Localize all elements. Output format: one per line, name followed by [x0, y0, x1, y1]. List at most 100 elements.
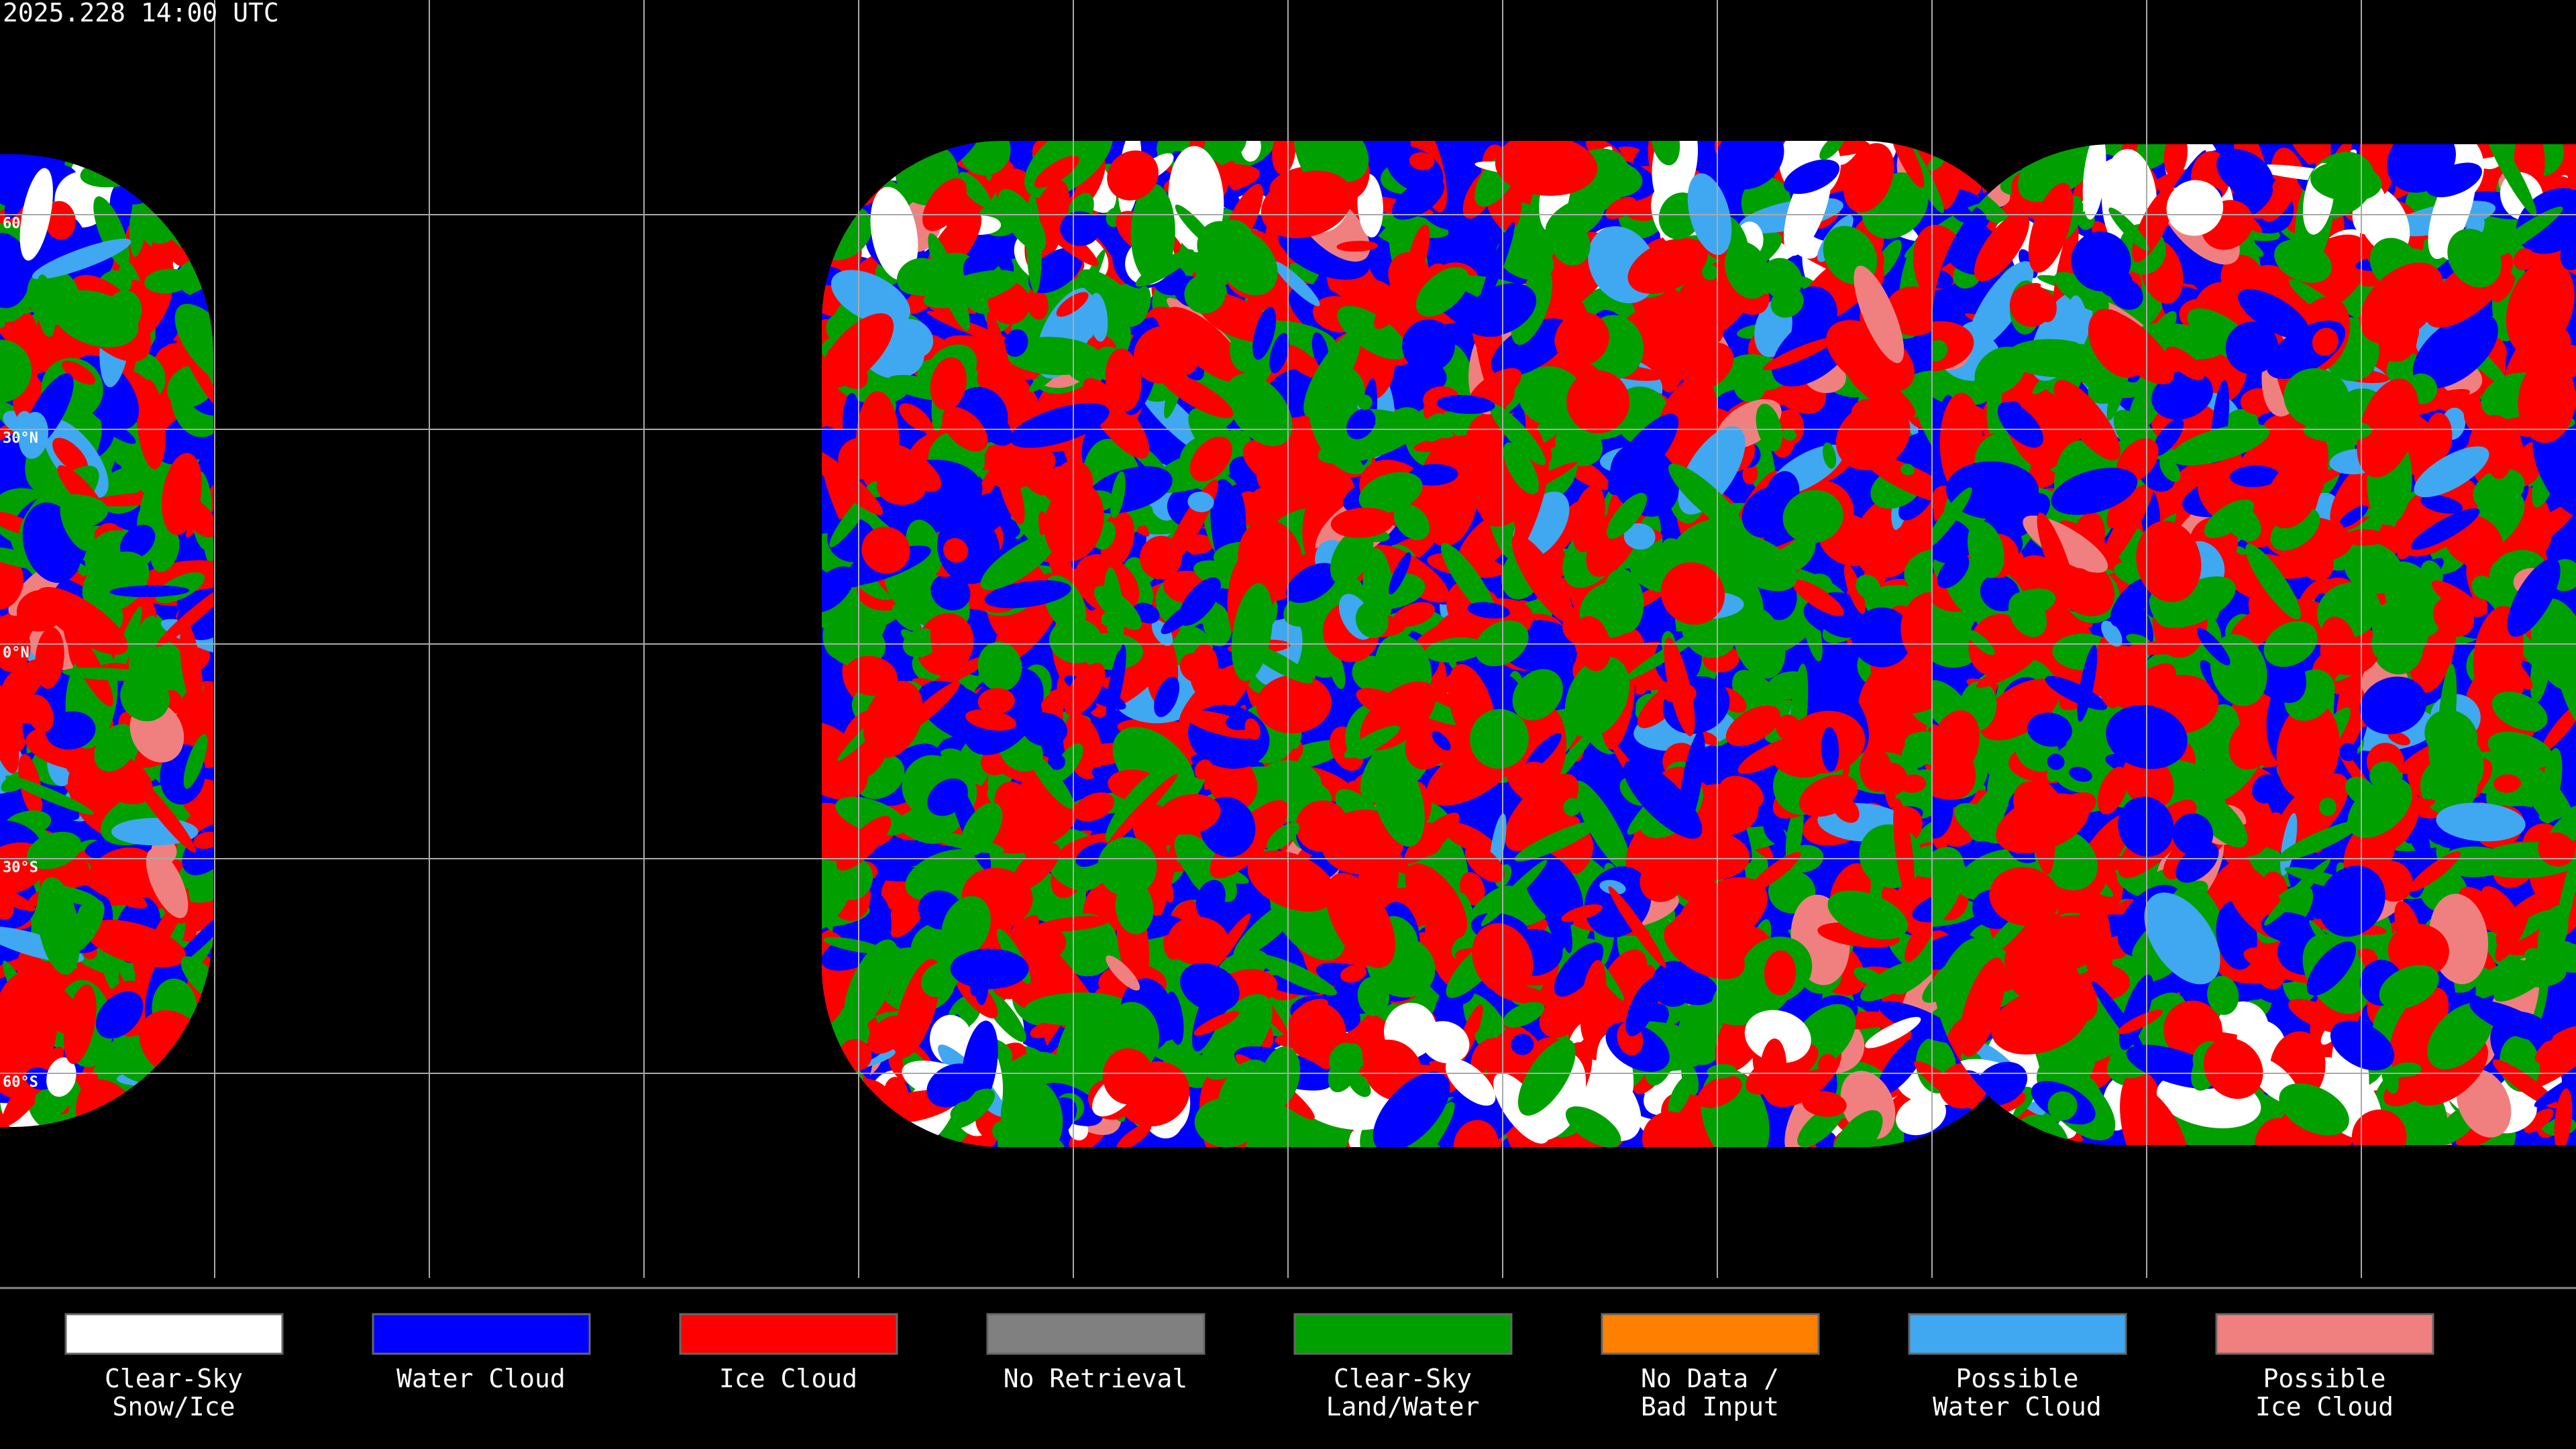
cloud-patch	[1514, 820, 1599, 862]
cloud-patch	[1503, 442, 1539, 494]
cloud-patch	[1305, 141, 1369, 182]
cloud-patch	[1733, 371, 1766, 402]
cloud-patch	[1405, 863, 1468, 939]
cloud-patch	[822, 313, 894, 389]
cloud-patch	[1607, 413, 1679, 495]
cloud-patch	[1357, 409, 1454, 439]
cloud-patch	[35, 627, 64, 689]
cloud-patch	[183, 734, 208, 789]
cloud-patch	[1474, 1025, 1506, 1039]
cloud-patch	[1445, 1059, 1496, 1106]
legend-swatch	[679, 1313, 898, 1355]
cloud-patch	[863, 680, 924, 759]
cloud-patch	[1357, 394, 1373, 410]
cloud-patch	[61, 360, 96, 385]
cloud-patch	[136, 379, 166, 470]
cloud-patch	[1881, 886, 1921, 932]
cloud-patch	[1785, 805, 1804, 865]
cloud-patch	[1231, 583, 1273, 682]
legend-label: No Retrieval	[1004, 1364, 1188, 1393]
latitude-label: 30°N	[3, 430, 38, 447]
cloud-patch	[105, 290, 142, 334]
cloud-patch	[1006, 337, 1102, 376]
cloud-patch	[1110, 471, 1126, 519]
cloud-patch	[0, 339, 32, 403]
cloud-patch	[1782, 428, 1796, 441]
cloud-patch	[1371, 749, 1425, 847]
cloud-patch	[1226, 373, 1293, 447]
cloud-patch	[1763, 820, 1786, 845]
cloud-patch	[1028, 752, 1075, 809]
cloud-patch	[1554, 942, 1604, 997]
cloud-patch	[1356, 688, 1414, 721]
cloud-patch	[1625, 977, 1661, 1036]
cloud-patch	[1874, 523, 1914, 570]
cloud-patch	[1566, 370, 1630, 433]
legend-label: Ice Cloud	[2255, 1392, 2394, 1421]
cloud-patch	[1154, 861, 1174, 903]
cloud-patch	[822, 446, 883, 515]
cloud-patch	[1337, 305, 1407, 360]
cloud-patch	[965, 709, 1016, 731]
cloud-patch	[1008, 447, 1046, 496]
cloud-patch	[1672, 973, 1718, 1006]
legend-swatch	[1908, 1313, 2127, 1355]
cloud-patch	[1878, 1001, 1962, 1043]
cloud-patch	[180, 956, 213, 1003]
cloud-patch	[1580, 960, 1607, 1044]
cloud-patch	[1106, 644, 1126, 722]
cloud-patch	[171, 902, 213, 969]
cloud-patch	[1256, 456, 1291, 494]
cloud-patch	[1865, 1016, 1921, 1049]
cloud-patch	[1984, 748, 2019, 781]
cloud-patch	[1440, 543, 1497, 619]
latitude-label: 30°S	[3, 859, 38, 876]
cloud-patch	[1843, 143, 1894, 213]
cloud-patch	[144, 268, 191, 294]
cloud-patch	[1664, 920, 1745, 979]
cloud-patch	[1358, 472, 1423, 514]
cloud-patch	[1402, 319, 1455, 372]
cloud-patch	[1187, 491, 1214, 513]
cloud-patch	[937, 513, 1000, 584]
cloud-patch	[1000, 1077, 1063, 1147]
cloud-patch	[1414, 609, 1503, 652]
cloud-patch	[1049, 618, 1103, 663]
cloud-patch	[1010, 144, 1033, 176]
legend-label: Bad Input	[1641, 1392, 1779, 1421]
cloud-patch	[1387, 265, 1414, 309]
cloud-patch	[1010, 402, 1110, 448]
cloud-patch	[1340, 965, 1366, 983]
cloud-patch	[1561, 904, 1603, 922]
cloud-patch	[119, 525, 156, 559]
cloud-patch	[1890, 141, 1925, 188]
cloud-patch	[0, 956, 33, 987]
cloud-patch	[1496, 236, 1554, 280]
cloud-patch	[44, 201, 76, 240]
cloud-patch	[1344, 725, 1400, 759]
cloud-patch	[1179, 653, 1210, 683]
cloud-patch	[1702, 264, 1719, 280]
cloud-patch	[1154, 676, 1180, 717]
cloud-patch	[1900, 464, 1915, 476]
cloud-patch	[899, 403, 932, 431]
cloud-patch	[1352, 655, 1393, 693]
cloud-patch	[994, 782, 1036, 830]
cloud-patch	[1605, 197, 1636, 219]
cloud-patch	[950, 1101, 973, 1120]
cloud-patch	[1764, 950, 1796, 996]
cloud-patch	[1078, 269, 1133, 310]
cloud-patch	[977, 688, 1015, 714]
cloud-patch	[1218, 1059, 1273, 1126]
cloud-patch	[120, 673, 170, 722]
cloud-patch	[1835, 402, 1911, 471]
cloud-patch	[1157, 830, 1180, 920]
cloud-patch	[1854, 265, 1904, 364]
cloud-patch	[1662, 830, 1750, 881]
cloud-patch	[1107, 150, 1159, 201]
cloud-patch	[1511, 1034, 1534, 1055]
cloud-patch	[1240, 141, 1261, 162]
cloud-patch	[1330, 507, 1394, 538]
cloud-patch	[1799, 774, 1858, 817]
cloud-patch	[0, 555, 24, 610]
